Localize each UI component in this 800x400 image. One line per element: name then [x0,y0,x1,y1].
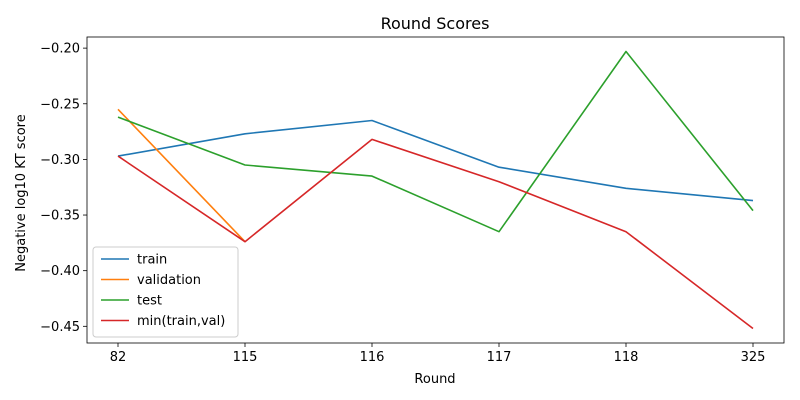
series-line-2 [117,50,754,233]
chart-title: Round Scores [381,14,490,33]
legend-label-2: test [137,294,162,309]
x-tick-label-3: 117 [487,350,512,365]
legend-box [92,246,239,338]
x-tick-label-2: 116 [360,350,385,365]
y-tick-label-0: −0.45 [40,320,80,335]
plot-frame [86,36,785,344]
y-tick-label-4: −0.25 [40,97,80,112]
y-tick-label-2: −0.35 [40,209,80,224]
legend-label-1: validation [137,273,201,288]
series-line-3 [117,138,754,330]
x-axis-label: Round [414,372,455,387]
y-tick-label-3: −0.30 [40,153,80,168]
series-line-1 [117,108,246,243]
series-line-0 [117,119,754,202]
x-tick-label-4: 118 [614,350,639,365]
y-tick-label-1: −0.40 [40,264,80,279]
legend-label-0: train [137,253,167,268]
x-tick-label-5: 325 [741,350,766,365]
y-tick-label-5: −0.20 [40,42,80,57]
x-tick-label-1: 115 [233,350,258,365]
x-tick-label-0: 82 [110,350,127,365]
legend-label-3: min(train,val) [137,314,225,329]
y-axis-label: Negative log10 KT score [14,114,29,272]
